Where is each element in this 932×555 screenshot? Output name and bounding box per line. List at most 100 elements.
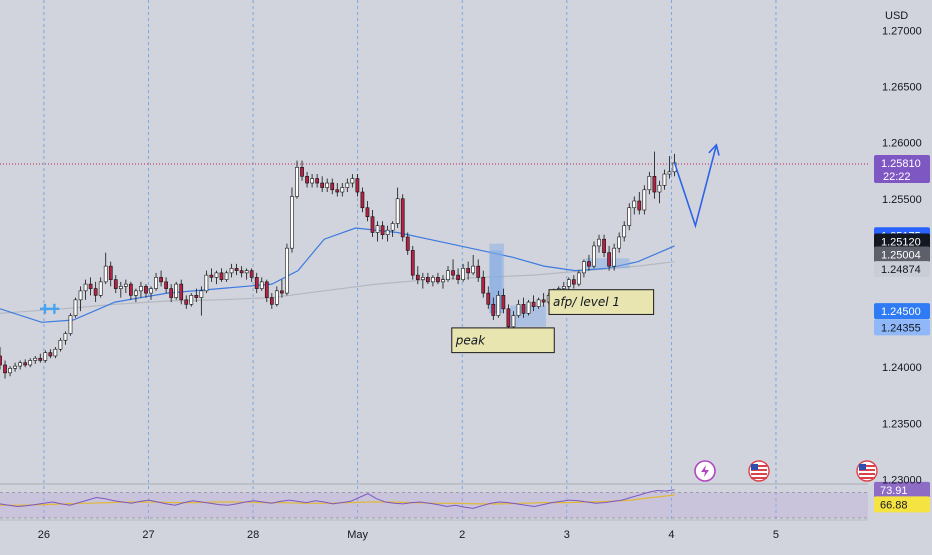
candle[interactable] — [179, 279, 184, 305]
candle[interactable] — [209, 268, 214, 282]
candle[interactable] — [149, 286, 153, 300]
candle[interactable] — [476, 259, 481, 282]
candle[interactable] — [325, 178, 330, 193]
candle[interactable] — [244, 268, 249, 280]
candle[interactable] — [642, 185, 647, 215]
candle[interactable] — [516, 299, 521, 318]
candle[interactable] — [194, 288, 199, 303]
annotation-box[interactable]: peak — [451, 327, 555, 354]
candle[interactable] — [23, 359, 28, 368]
candle[interactable] — [451, 259, 455, 280]
candle[interactable] — [0, 346, 2, 370]
candle[interactable] — [88, 277, 93, 296]
candle[interactable] — [481, 270, 486, 298]
candles[interactable] — [0, 151, 677, 379]
candle[interactable] — [571, 275, 576, 289]
candle[interactable] — [390, 221, 395, 237]
candle[interactable] — [229, 263, 234, 278]
candle[interactable] — [305, 171, 309, 188]
candle[interactable] — [410, 245, 415, 280]
candle[interactable] — [254, 272, 259, 294]
highlight-zone[interactable] — [489, 243, 505, 314]
candle[interactable] — [320, 176, 325, 193]
candle[interactable] — [340, 183, 345, 197]
candle[interactable] — [98, 277, 103, 298]
candle[interactable] — [199, 286, 204, 316]
candle[interactable] — [431, 275, 435, 287]
candle[interactable] — [405, 232, 410, 255]
rsi-pane[interactable]: 73.91 66.88 — [0, 481, 930, 519]
candle[interactable] — [295, 160, 299, 199]
candle[interactable] — [33, 355, 38, 364]
candle[interactable] — [461, 263, 465, 282]
candle[interactable] — [189, 293, 194, 307]
candle[interactable] — [466, 261, 471, 280]
candle[interactable] — [330, 178, 335, 195]
candle[interactable] — [531, 295, 536, 312]
candle[interactable] — [3, 360, 7, 379]
candle[interactable] — [446, 266, 450, 282]
candle[interactable] — [219, 268, 224, 282]
price-axis[interactable]: USD 1.27000 1.26500 1.26000 1.25500 1.24000 1… — [882, 10, 922, 487]
candle[interactable] — [486, 286, 491, 309]
projection-path[interactable] — [673, 143, 720, 229]
candle[interactable] — [607, 245, 611, 271]
candle[interactable] — [385, 225, 390, 242]
candle[interactable] — [617, 232, 622, 253]
candle[interactable] — [360, 187, 365, 213]
candle[interactable] — [123, 279, 128, 294]
candle[interactable] — [632, 196, 637, 215]
candle[interactable] — [592, 241, 596, 269]
candle[interactable] — [78, 286, 83, 312]
candle[interactable] — [234, 263, 239, 276]
candle[interactable] — [129, 281, 133, 300]
candle[interactable] — [274, 286, 279, 307]
candle[interactable] — [285, 243, 289, 296]
candle[interactable] — [269, 293, 274, 309]
candle[interactable] — [456, 268, 460, 285]
candle[interactable] — [380, 221, 385, 240]
candle[interactable] — [471, 254, 476, 276]
candle[interactable] — [521, 297, 526, 318]
candle[interactable] — [501, 288, 506, 314]
candle[interactable] — [597, 234, 601, 253]
candle[interactable] — [264, 279, 269, 303]
candle[interactable] — [58, 338, 63, 352]
candle[interactable] — [103, 252, 108, 285]
annotations[interactable]: afp/ level 1 peak — [451, 289, 655, 354]
candle[interactable] — [8, 366, 12, 377]
candle[interactable] — [400, 194, 405, 242]
lightning-icon[interactable] — [694, 460, 716, 482]
candle[interactable] — [541, 293, 546, 307]
us-flag-icon[interactable] — [748, 460, 770, 482]
candle[interactable] — [582, 259, 586, 278]
candle[interactable] — [310, 174, 314, 188]
us-flag-icon[interactable] — [856, 460, 878, 482]
candle[interactable] — [420, 272, 425, 289]
candle[interactable] — [13, 362, 17, 372]
candle[interactable] — [587, 254, 591, 271]
candle[interactable] — [184, 295, 189, 309]
candle[interactable] — [68, 313, 73, 336]
candle[interactable] — [511, 311, 516, 330]
candle[interactable] — [345, 178, 350, 193]
candle[interactable] — [441, 275, 445, 289]
candle[interactable] — [134, 288, 138, 303]
candle[interactable] — [174, 281, 179, 300]
candle[interactable] — [118, 281, 123, 298]
candle[interactable] — [164, 277, 168, 294]
candle[interactable] — [159, 270, 163, 287]
candle[interactable] — [375, 221, 380, 242]
candle[interactable] — [38, 353, 43, 363]
candle[interactable] — [280, 279, 284, 298]
candle[interactable] — [43, 350, 48, 363]
candle[interactable] — [259, 277, 264, 291]
candle[interactable] — [139, 281, 143, 298]
candle[interactable] — [355, 174, 360, 197]
candle[interactable] — [350, 174, 355, 188]
time-axis[interactable]: 26 27 28 May 2 3 4 5 — [38, 529, 779, 541]
candle[interactable] — [506, 304, 511, 332]
candle[interactable] — [602, 234, 606, 258]
candle[interactable] — [63, 331, 68, 345]
candle[interactable] — [224, 270, 229, 282]
